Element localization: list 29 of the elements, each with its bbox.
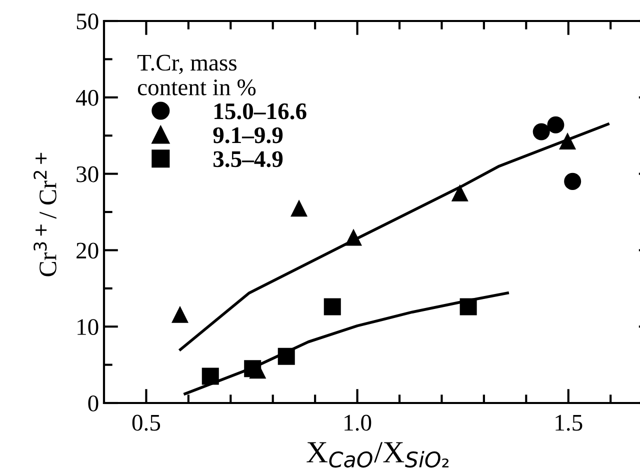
x-tick-label: 0.5	[132, 414, 160, 431]
legend-title: T.Cr, mass content in %	[137, 54, 256, 96]
point	[547, 116, 564, 134]
point	[564, 172, 582, 190]
legend-label: 9.1–9.9	[213, 127, 283, 144]
y-tick-label: 10	[78, 319, 98, 336]
y-tick-label: 40	[76, 90, 98, 106]
legend-label: 3.5–4.9	[214, 151, 283, 168]
y-tick-label: 20	[76, 242, 98, 259]
point	[324, 298, 341, 316]
y-tick-label: 50	[76, 13, 98, 30]
point	[344, 228, 362, 246]
x-tick-label: 1.5	[556, 414, 582, 431]
point	[202, 368, 219, 385]
legend-label: 15.0–16.6	[214, 103, 306, 120]
point	[290, 200, 308, 217]
point	[532, 123, 550, 140]
line-series	[179, 122, 610, 351]
point	[451, 184, 468, 202]
point	[171, 306, 188, 323]
x-axis-title: X$_{CaO}$/X$_{SiO₂}$	[306, 442, 448, 468]
point	[559, 132, 576, 150]
x-tick-label: 1.0	[344, 414, 372, 431]
y-axis-title: Cr$^{3+}$/ Cr$^{2+}$	[34, 152, 56, 276]
point	[244, 360, 262, 378]
y-tick-label: 30	[76, 166, 98, 182]
point	[460, 298, 477, 316]
point	[278, 348, 295, 365]
y-tick-label: 0	[88, 395, 98, 412]
